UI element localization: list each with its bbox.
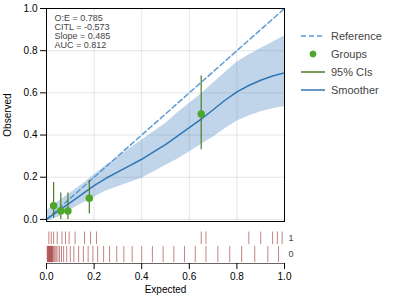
svg-text:0.6: 0.6 xyxy=(182,271,196,282)
svg-text:0.6: 0.6 xyxy=(24,87,38,98)
svg-text:O:E = 0.785CITL = -0.573Slope: O:E = 0.785CITL = -0.573Slope = 0.485AUC… xyxy=(55,13,111,50)
html-text:95% CIs: 95% CIs xyxy=(331,66,373,78)
svg-text:0.4: 0.4 xyxy=(135,271,149,282)
html-text:Smoother: Smoother xyxy=(331,84,379,96)
svg-text:0.2: 0.2 xyxy=(87,271,101,282)
svg-text:1.0: 1.0 xyxy=(24,3,38,14)
svg-text:0.4: 0.4 xyxy=(24,129,38,140)
html-text:Reference: Reference xyxy=(331,30,382,42)
svg-text:1.0: 1.0 xyxy=(278,271,292,282)
svg-text:0.8: 0.8 xyxy=(24,45,38,56)
svg-text:Observed: Observed xyxy=(2,93,13,136)
svg-text:0: 0 xyxy=(289,249,294,259)
svg-text:1: 1 xyxy=(289,233,294,243)
svg-text:0.0: 0.0 xyxy=(24,214,38,225)
svg-text:Expected: Expected xyxy=(145,284,187,295)
svg-text:0.2: 0.2 xyxy=(24,171,38,182)
svg-text:0.0: 0.0 xyxy=(40,271,54,282)
html-text:Groups: Groups xyxy=(331,48,368,60)
svg-text:0.8: 0.8 xyxy=(230,271,244,282)
